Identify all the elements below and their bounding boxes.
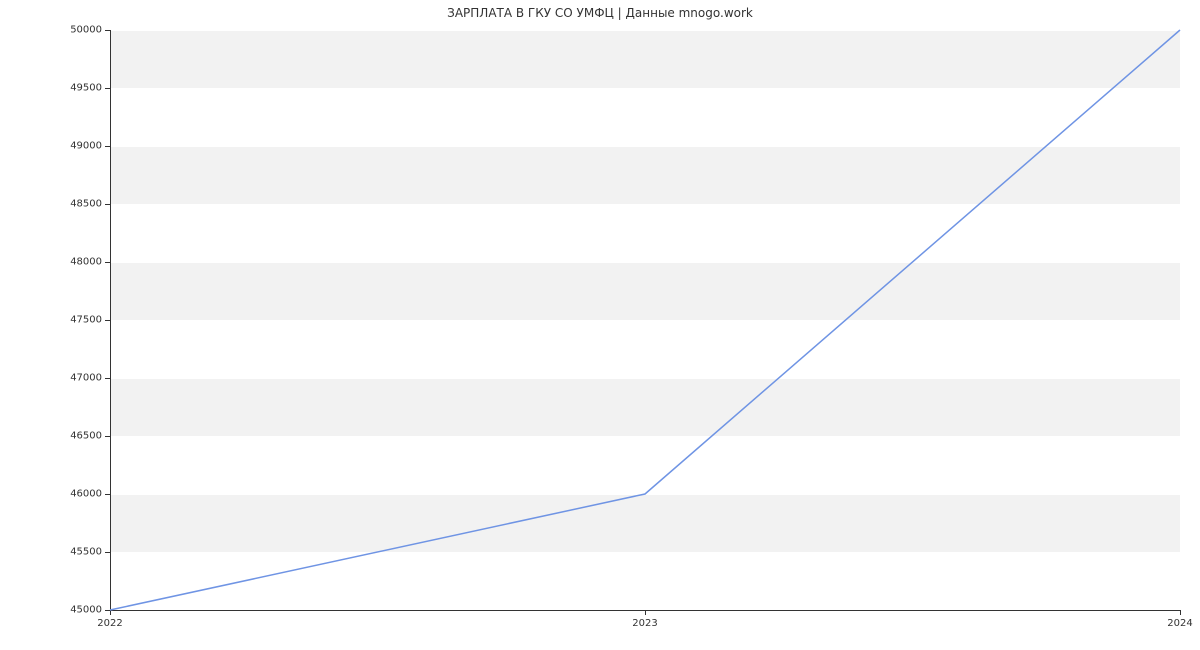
y-tick-label: 48000 — [70, 257, 110, 268]
series-salary — [110, 30, 1180, 610]
plot-area: 4500045500460004650047000475004800048500… — [110, 30, 1180, 610]
salary-line-chart: ЗАРПЛАТА В ГКУ СО УМФЦ | Данные mnogo.wo… — [0, 0, 1200, 650]
y-tick-label: 46500 — [70, 431, 110, 442]
y-tick-label: 47000 — [70, 373, 110, 384]
y-tick-label: 50000 — [70, 25, 110, 36]
x-tick-label: 2024 — [1167, 610, 1192, 629]
x-tick-label: 2023 — [632, 610, 657, 629]
y-tick-label: 46000 — [70, 489, 110, 500]
x-axis-line — [110, 610, 1180, 611]
y-tick-label: 49500 — [70, 83, 110, 94]
y-tick-label: 49000 — [70, 141, 110, 152]
y-tick-label: 45500 — [70, 547, 110, 558]
y-tick-label: 47500 — [70, 315, 110, 326]
line-series — [110, 30, 1180, 610]
chart-title: ЗАРПЛАТА В ГКУ СО УМФЦ | Данные mnogo.wo… — [0, 6, 1200, 20]
x-tick-label: 2022 — [97, 610, 122, 629]
y-tick-label: 48500 — [70, 199, 110, 210]
